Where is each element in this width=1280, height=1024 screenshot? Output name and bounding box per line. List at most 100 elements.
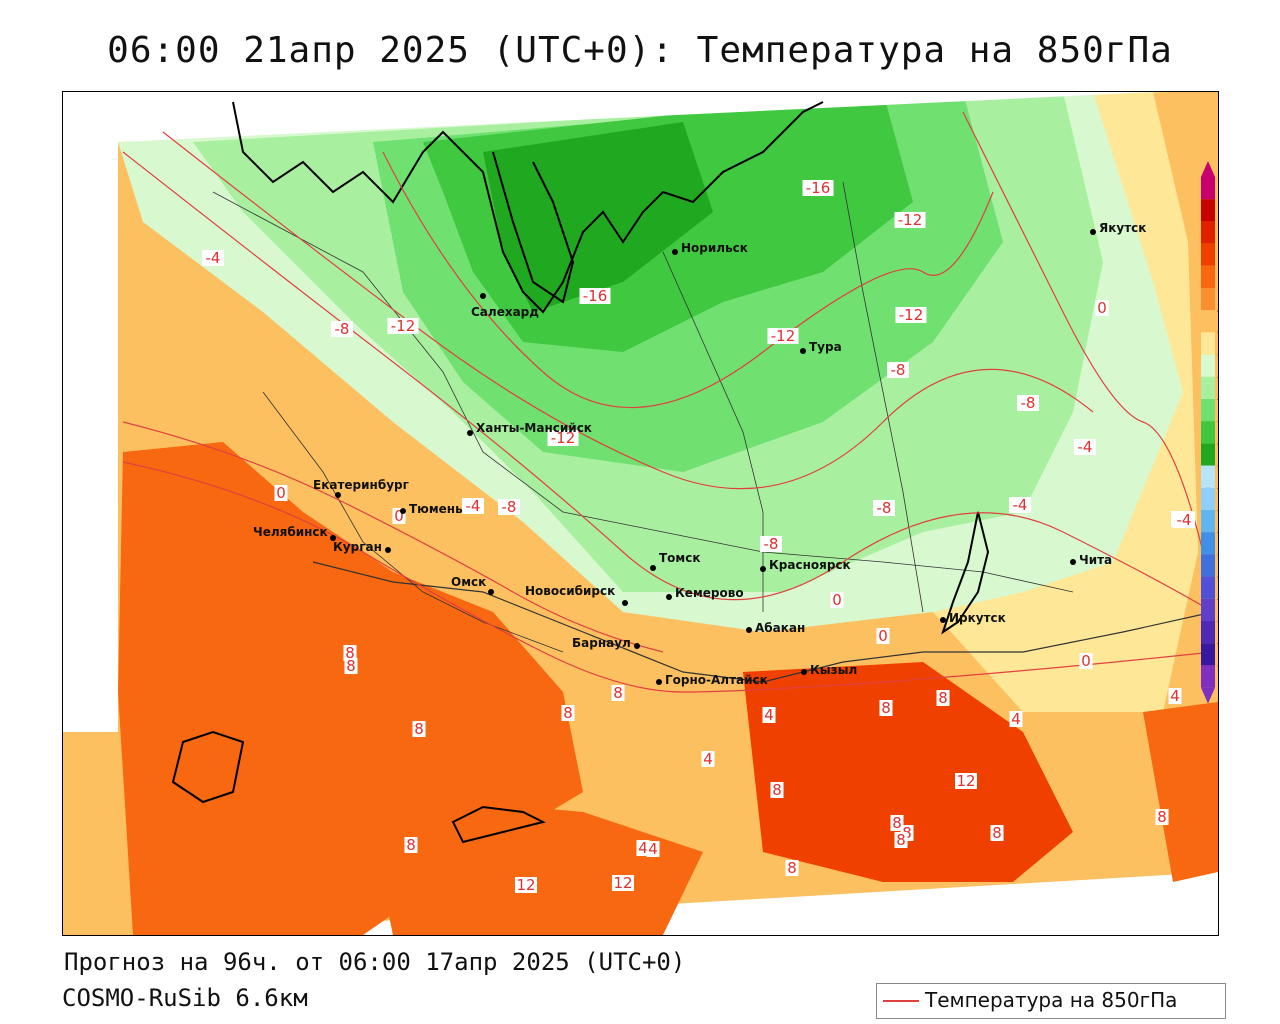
isotherm-label: 8: [896, 831, 906, 849]
isotherm-label-bg: [767, 328, 799, 344]
colorbar-tick-label: -52: [1217, 614, 1218, 628]
isotherm-label: 0: [832, 591, 842, 609]
city-label: Красноярск: [769, 558, 851, 572]
city-label: Салехард: [471, 305, 539, 319]
isotherm-label: -8: [502, 498, 517, 516]
isotherm-label-bg: [1168, 688, 1182, 704]
isotherm-label-bg: [387, 318, 419, 334]
zone-orange-south: [363, 792, 703, 935]
isotherm-label: 4: [1170, 687, 1180, 705]
colorbar-swatch: [1201, 532, 1215, 555]
isotherm-line: [122, 461, 1214, 693]
isotherm-label-bg: [879, 700, 893, 716]
colorbar-tick-label: -24: [1217, 459, 1218, 473]
yamal-peninsula: [492, 151, 575, 304]
isotherm-label: 8: [406, 836, 416, 854]
city-marker: [634, 643, 640, 649]
isotherm-label-bg: [894, 832, 908, 848]
colorbar-swatch: [1201, 288, 1215, 311]
colorbar-swatch: [1201, 443, 1215, 466]
colorbar: 28 24 20 16 12 8 4 0 -4 -8 -12 -16 -20 -24 -28 -32 -36 -4…: [1201, 161, 1218, 704]
city-label: Ханты-Мансийск: [476, 421, 592, 435]
colorbar-tick-label: -56: [1217, 636, 1218, 650]
city-marker: [672, 249, 678, 255]
isotherm-label-bg: [887, 362, 909, 378]
city-label: Горно-Алтайск: [665, 673, 768, 687]
isotherm-label: 0: [1097, 299, 1107, 317]
arctic-coast: [232, 101, 824, 314]
temperature-map: -16 -12 -16 -12 -12 -8 -4 -12 -8 -4 -8 -8 -8 -4 -4 -4 -4…: [62, 91, 1219, 936]
isotherm-line: [122, 151, 1214, 613]
isotherm-label: -8: [891, 361, 906, 379]
isotherm-label-bg: [1017, 395, 1039, 411]
isotherm-label: 12: [613, 874, 632, 892]
isotherm-label: 8: [346, 657, 356, 675]
city-marker: [622, 600, 628, 606]
isotherm-label-bg: [762, 707, 776, 723]
isotherm-label-bg: [1173, 512, 1195, 528]
isotherm-label-bg: [785, 860, 799, 876]
no-data-north: [118, 92, 1153, 142]
colorbar-swatch: [1201, 177, 1215, 200]
colorbar-swatch: [1201, 376, 1215, 399]
city-marker: [385, 547, 391, 553]
city-marker: [488, 589, 494, 595]
city-marker: [746, 627, 752, 633]
isotherm-label: 8: [938, 689, 948, 707]
isotherm-label: 8: [772, 781, 782, 799]
isotherm-label-bg: [547, 430, 579, 446]
isotherm-label: 8: [992, 824, 1002, 842]
isotherm-label-bg: [830, 592, 844, 608]
colorbar-top-arrow: [1201, 161, 1215, 177]
isotherm-label: -12: [898, 211, 923, 229]
region-border: [262, 391, 564, 653]
colorbar-tick-label: -28: [1217, 481, 1218, 495]
colorbar-swatch: [1201, 554, 1215, 577]
temperature-fill-layer: [63, 92, 1218, 935]
isotherm-label: -4: [466, 497, 481, 515]
isotherm-label-bg: [579, 288, 611, 304]
city-label: Абакан: [755, 621, 805, 635]
isotherm-labels: -16 -12 -16 -12 -12 -8 -4 -12 -8 -4 -8 -8 -8 -4 -4 -4 -4…: [202, 179, 1215, 894]
model-name: COSMO-RuSib 6.6км: [62, 984, 308, 1012]
colorbar-tick-label: -60: [1217, 658, 1218, 672]
isotherm-label: 8: [345, 644, 355, 662]
colorbar-tick-label: 4: [1217, 303, 1218, 317]
colorbar-swatch: [1201, 643, 1215, 666]
isotherm-label: 12: [956, 772, 975, 790]
country-border: [312, 561, 1214, 683]
isotherm-label-bg: [202, 250, 224, 266]
isotherm-label-bg: [1095, 300, 1109, 316]
isotherm-label: -12: [899, 306, 924, 324]
colorbar-tick-label: -16: [1217, 414, 1218, 428]
isotherm-label: -12: [771, 327, 796, 345]
isotherm-label: 8: [787, 859, 797, 877]
isotherm-label-bg: [462, 498, 484, 514]
isotherm-label-bg: [1009, 497, 1031, 513]
colorbar-swatch: [1201, 332, 1215, 355]
lake-baikal: [941, 511, 990, 635]
isotherm-label-bg: [331, 321, 353, 337]
isotherm-label: 12: [516, 876, 535, 894]
isotherm-label: 0: [276, 484, 286, 502]
isotherm-layer: [122, 111, 1214, 693]
isotherm-label-bg: [876, 628, 890, 644]
isotherm-label: 8: [414, 720, 424, 738]
city-marker: [480, 293, 486, 299]
isotherm-label-bg: [636, 840, 650, 856]
isotherm-label-bg: [274, 485, 288, 501]
isotherm-label: -4: [1177, 511, 1192, 529]
isotherm-label: -8: [335, 320, 350, 338]
isotherm-label-bg: [990, 825, 1004, 841]
isotherm-label: -4: [1013, 496, 1028, 514]
isotherm-label-bg: [770, 782, 784, 798]
isotherm-label-bg: [1074, 439, 1096, 455]
city-label: Барнаул: [572, 636, 631, 650]
isotherm-label-bg: [895, 307, 927, 323]
isotherm-label-bg: [498, 499, 520, 515]
isotherm-label-bg: [890, 815, 904, 831]
balkhash-lake: [451, 805, 546, 844]
colorbar-swatch: [1201, 221, 1215, 244]
colorbar-tick-label: -12: [1217, 392, 1218, 406]
city-label: Иркутск: [949, 611, 1006, 625]
